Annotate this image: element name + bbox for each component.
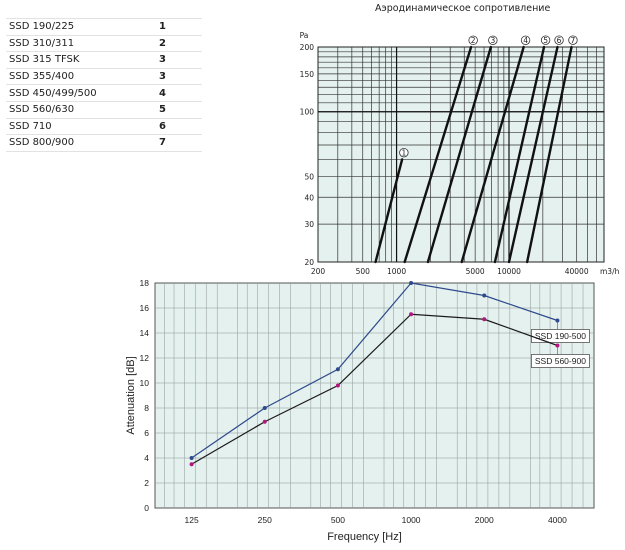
curve-7 bbox=[525, 45, 573, 264]
curve-label-circle bbox=[554, 35, 564, 45]
y-axis-unit: Pa bbox=[300, 31, 309, 40]
curve-label-circle bbox=[488, 35, 498, 45]
table-row: SSD 450/499/500 4 bbox=[6, 84, 202, 102]
curve-label: 3 bbox=[490, 36, 495, 45]
table-row: SSD 355/400 3 bbox=[6, 67, 202, 85]
curve-number: 5 bbox=[156, 100, 202, 119]
model-name: SSD 450/499/500 bbox=[6, 84, 156, 102]
series-line-2 bbox=[191, 313, 558, 465]
data-point bbox=[482, 317, 487, 322]
attenuation-chart: 0 2 4 6 8 10 12 14 16 18 125 250 500 1000 2000 4000 Freq… bbox=[125, 278, 595, 543]
data-point bbox=[335, 367, 340, 372]
data-point bbox=[409, 312, 414, 317]
curve-1 bbox=[374, 158, 404, 264]
series-line-1 bbox=[191, 282, 558, 459]
y-tick-label: 20 bbox=[304, 258, 314, 267]
series-label: SSD 190-500 bbox=[535, 331, 586, 341]
curve-label: 5 bbox=[543, 36, 548, 45]
table-row: SSD 315 TFSK 3 bbox=[6, 51, 202, 69]
data-point bbox=[409, 281, 414, 285]
model-name: SSD 560/630 bbox=[6, 100, 156, 119]
data-point bbox=[189, 456, 194, 460]
y-tick-label: 16 bbox=[140, 303, 150, 313]
x-tick-label: 40000 bbox=[565, 267, 589, 276]
table-row: SSD 560/630 5 bbox=[6, 100, 202, 119]
curve-label: 4 bbox=[523, 36, 528, 45]
table-row: SSD 190/225 1 bbox=[6, 18, 202, 36]
y-tick-label: 150 bbox=[300, 70, 315, 79]
y-tick-label: 0 bbox=[144, 503, 149, 513]
y-tick-label: 50 bbox=[304, 172, 314, 181]
model-name: SSD 710 bbox=[6, 117, 156, 135]
curve-5 bbox=[493, 45, 546, 264]
curve-3 bbox=[426, 45, 493, 264]
curve-label: 2 bbox=[471, 36, 476, 45]
curve-label-circle bbox=[468, 35, 478, 46]
y-tick-label: 8 bbox=[144, 403, 149, 413]
y-tick-label: 18 bbox=[140, 278, 150, 288]
pressure-chart-title: Аэродинамическое сопротивление bbox=[375, 3, 551, 14]
curve-label: 6 bbox=[557, 36, 562, 45]
curve-number: 6 bbox=[156, 117, 202, 135]
table-row: SSD 310/311 2 bbox=[6, 34, 202, 52]
x-tick-label: 1000 bbox=[387, 267, 406, 276]
curve-label-circle bbox=[399, 147, 409, 158]
x-axis-unit: m3/h bbox=[600, 267, 620, 276]
x-tick-label: 500 bbox=[331, 515, 345, 525]
x-tick-label: 200 bbox=[311, 267, 326, 276]
x-tick-label: 1000 bbox=[402, 515, 421, 525]
table-row: SSD 710 6 bbox=[6, 117, 202, 135]
curve-label-circle bbox=[568, 35, 578, 45]
data-point bbox=[262, 406, 267, 410]
plot-area bbox=[154, 282, 595, 509]
curve-number: 2 bbox=[156, 34, 202, 52]
model-name: SSD 355/400 bbox=[6, 67, 156, 85]
y-tick-label: 200 bbox=[300, 43, 315, 52]
series-label-box bbox=[531, 354, 590, 368]
x-tick-label: 5000 bbox=[466, 267, 485, 276]
x-tick-label: 10000 bbox=[497, 267, 521, 276]
curve-label-circle bbox=[540, 35, 551, 45]
model-name: SSD 315 TFSK bbox=[6, 51, 156, 69]
x-tick-label: 2000 bbox=[475, 515, 494, 525]
y-axis-title: Attenuation [dB] bbox=[125, 356, 137, 434]
curve-label: 1 bbox=[401, 148, 406, 157]
y-tick-label: 10 bbox=[140, 378, 150, 388]
y-tick-label: 40 bbox=[304, 193, 314, 202]
y-tick-label: 12 bbox=[140, 353, 150, 363]
y-tick-label: 100 bbox=[300, 108, 315, 117]
y-tick-label: 6 bbox=[144, 428, 149, 438]
x-axis-title: Frequency [Hz] bbox=[327, 531, 402, 543]
model-name: SSD 190/225 bbox=[6, 18, 156, 36]
curve-2 bbox=[403, 45, 473, 264]
curve-number: 4 bbox=[156, 84, 202, 102]
x-tick-label: 4000 bbox=[548, 515, 567, 525]
y-tick-label: 14 bbox=[140, 328, 150, 338]
curve-number: 1 bbox=[156, 18, 202, 36]
x-tick-label: 125 bbox=[184, 515, 198, 525]
y-tick-label: 4 bbox=[144, 453, 149, 463]
y-tick-label: 2 bbox=[144, 478, 149, 488]
curve-6 bbox=[507, 45, 559, 264]
model-name: SSD 800/900 bbox=[6, 134, 156, 152]
curve-label-circle bbox=[520, 35, 531, 45]
data-point bbox=[189, 462, 194, 467]
y-tick-label: 30 bbox=[304, 220, 314, 229]
curve-number: 3 bbox=[156, 67, 202, 85]
curve-4 bbox=[460, 45, 525, 264]
x-tick-label: 500 bbox=[356, 267, 371, 276]
curve-number: 3 bbox=[156, 51, 202, 69]
x-tick-label: 250 bbox=[258, 515, 272, 525]
series-label: SSD 560-900 bbox=[535, 356, 586, 366]
curve-number: 7 bbox=[156, 134, 202, 152]
data-point bbox=[262, 419, 267, 424]
table-row: SSD 800/900 7 bbox=[6, 134, 202, 152]
curve-label: 7 bbox=[571, 36, 576, 45]
model-curve-table: SSD 190/225 1 SSD 310/311 2 SSD 315 TFSK 3 SSD… bbox=[6, 18, 202, 152]
pressure-drop-chart: 200 500 1000 5000 10000 40000 m3/h 20 30 40 50 100 1… bbox=[300, 31, 620, 276]
data-point bbox=[335, 383, 340, 388]
model-name: SSD 310/311 bbox=[6, 34, 156, 52]
data-point bbox=[482, 293, 487, 298]
